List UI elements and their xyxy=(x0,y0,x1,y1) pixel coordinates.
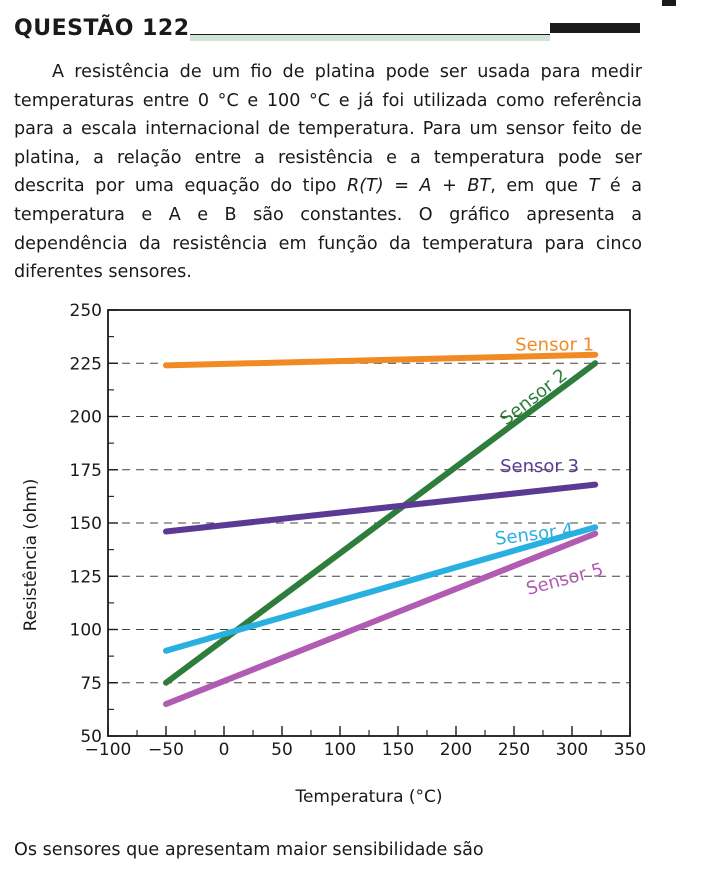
y-tick-label: 225 xyxy=(70,354,102,374)
series-label: Sensor 2 xyxy=(496,365,571,430)
chart-svg: 50 75 100 125 150 175 200 225 250 −100 −50 0 50 100 15… xyxy=(21,301,647,807)
x-tick-label: 0 xyxy=(219,740,230,760)
series-layer xyxy=(163,351,599,708)
y-tick-label: 75 xyxy=(80,674,102,694)
x-tick-label: 350 xyxy=(614,740,646,760)
question-header: QUESTÃO 122 xyxy=(14,14,704,54)
resistance-chart: 50 75 100 125 150 175 200 225 250 −100 −50 0 50 100 15… xyxy=(0,292,715,826)
page-corner-mark xyxy=(662,0,676,6)
x-axis-title: Temperatura (°C) xyxy=(294,787,442,807)
y-tick-label: 125 xyxy=(70,567,102,587)
stem-text-mid: , em que xyxy=(490,176,589,197)
y-tick-label: 50 xyxy=(80,727,102,747)
stem-text-lead: A resistência de um fio de platina pode … xyxy=(14,62,642,197)
x-tick-label: −100 xyxy=(85,740,132,760)
x-tick-label: 50 xyxy=(271,740,293,760)
y-tick-label: 150 xyxy=(70,514,102,534)
x-tick-label: 150 xyxy=(382,740,414,760)
y-tick-label: 200 xyxy=(70,408,102,428)
series-label: Sensor 1 xyxy=(515,334,594,355)
x-tick-label: −50 xyxy=(148,740,184,760)
y-tick-label: 250 xyxy=(70,301,102,321)
x-tick-label: 100 xyxy=(324,740,356,760)
series-label: Sensor 3 xyxy=(500,456,579,477)
series-line-sensor-4 xyxy=(163,524,599,654)
series-label: Sensor 5 xyxy=(524,559,606,600)
question-prompt: Os sensores que apresentam maior sensibi… xyxy=(14,840,484,860)
stem-variable-t: T xyxy=(588,176,600,197)
question-stem: A resistência de um fio de platina pode … xyxy=(14,58,642,287)
stem-text-tail: é a temperatura e A e B são constantes. … xyxy=(14,176,643,283)
series-line-sensor-3 xyxy=(163,481,599,535)
question-number: QUESTÃO 122 xyxy=(14,16,190,41)
x-tick-label: 250 xyxy=(498,740,530,760)
header-rule-black xyxy=(550,23,640,33)
series-line-sensor-1 xyxy=(163,351,599,369)
series-line-sensor-5 xyxy=(163,530,599,708)
grid-layer xyxy=(108,362,630,684)
tick-layer: 50 75 100 125 150 175 200 225 250 −100 −50 0 50 100 15… xyxy=(70,301,647,760)
y-axis-title: Resistência (ohm) xyxy=(21,479,41,632)
header-rule-green xyxy=(190,34,550,41)
y-tick-label: 100 xyxy=(70,621,102,641)
x-tick-label: 300 xyxy=(556,740,588,760)
x-tick-label: 200 xyxy=(440,740,472,760)
y-tick-label: 175 xyxy=(70,461,102,481)
stem-equation: R(T) = A + BT xyxy=(346,176,491,197)
stem-paragraph: A resistência de um fio de platina pode … xyxy=(14,58,642,287)
